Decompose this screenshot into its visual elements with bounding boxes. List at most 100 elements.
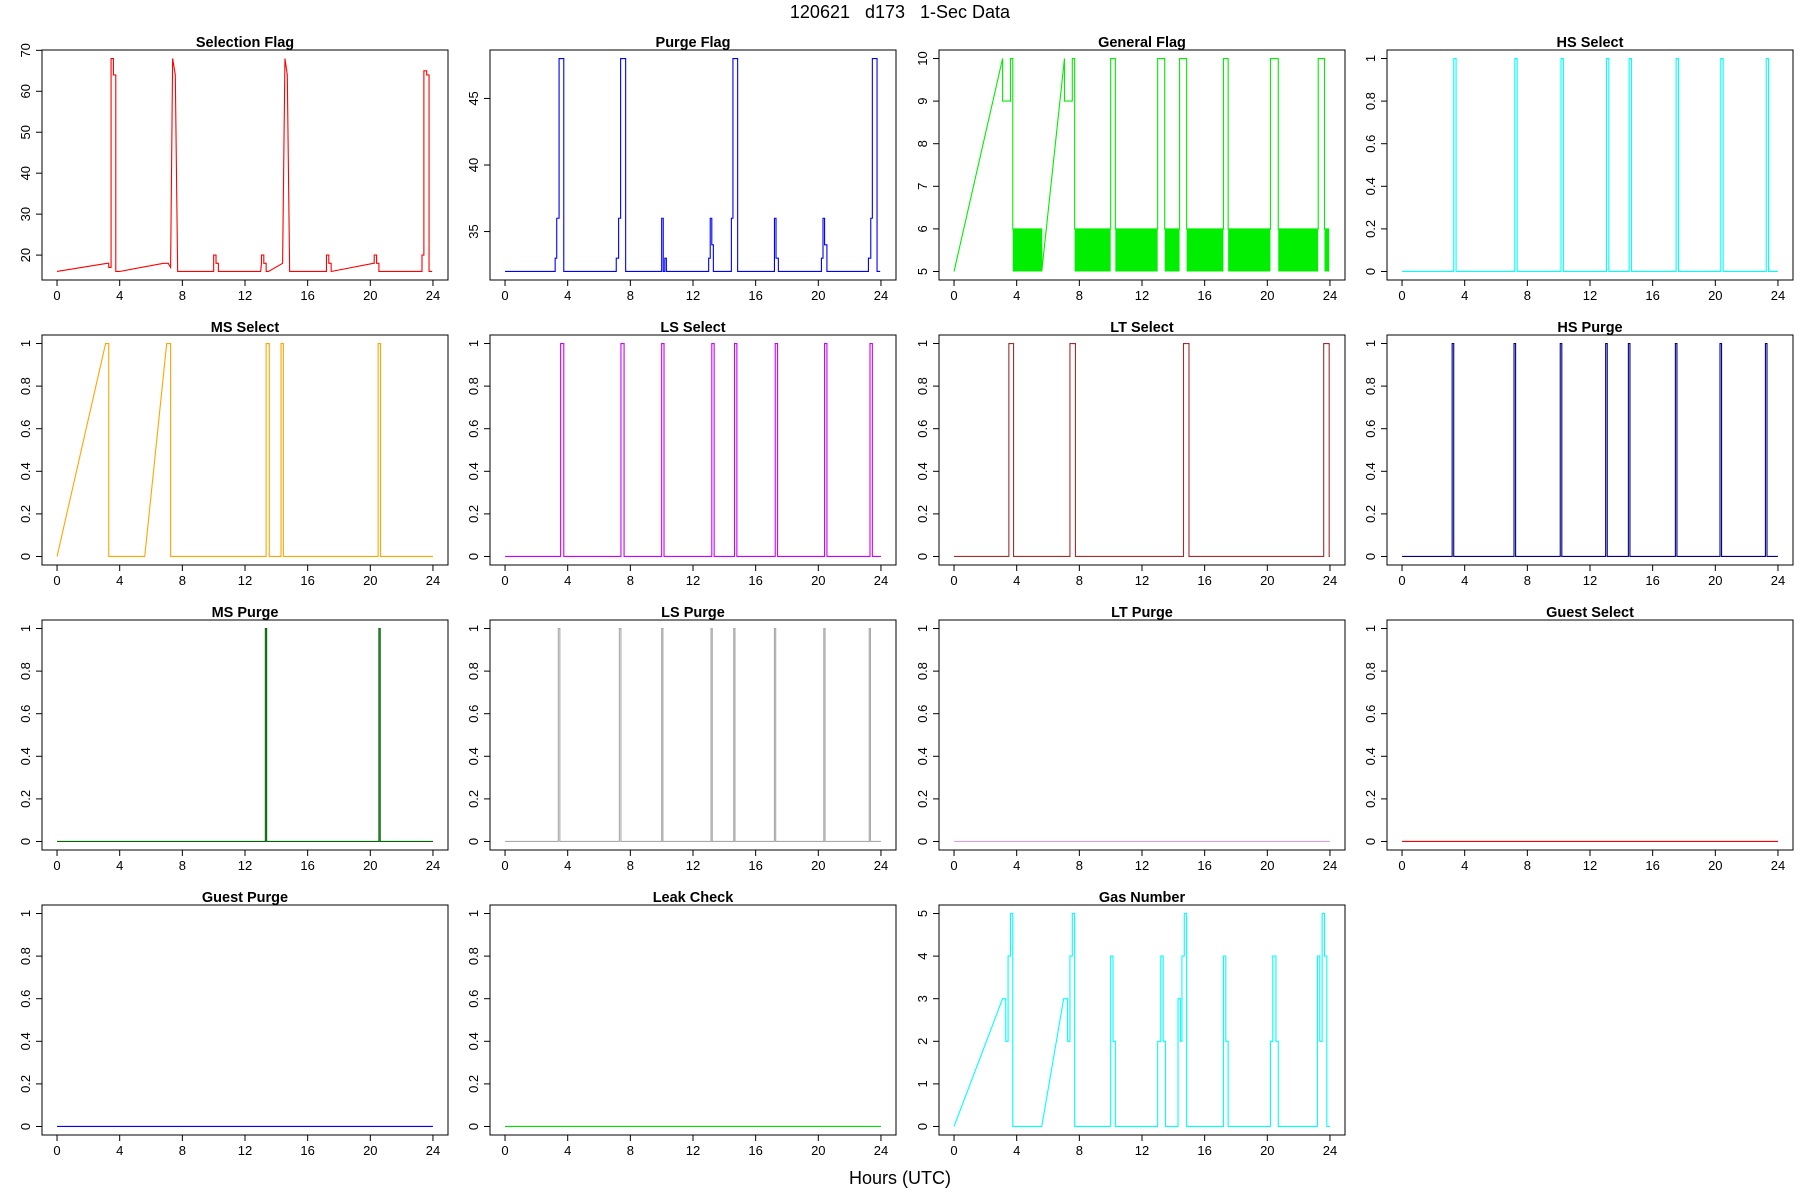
plot-frame xyxy=(1386,619,1794,851)
x-tick-label: 8 xyxy=(1076,288,1083,303)
y-tick-label: 0.8 xyxy=(1363,377,1378,395)
x-tick-label: 0 xyxy=(950,858,957,873)
panel-title: Purge Flag xyxy=(656,35,731,51)
x-tick-label: 0 xyxy=(53,573,60,588)
y-tick-label: 0.6 xyxy=(466,990,481,1008)
x-tick-label: 20 xyxy=(363,573,377,588)
x-tick-label: 24 xyxy=(1323,1143,1337,1158)
y-tick-label: 0.2 xyxy=(466,505,481,523)
series-band xyxy=(1074,228,1111,272)
x-tick-label: 4 xyxy=(564,858,571,873)
y-tick-label: 3 xyxy=(915,995,930,1002)
x-tick-label: 12 xyxy=(1135,858,1149,873)
y-tick-label: 0.4 xyxy=(18,1032,33,1050)
x-tick-label: 0 xyxy=(53,858,60,873)
panel-ls-purge: LS Purge 0 4 8 12 16 20 24 0 0.2 0.4 0.6 0.8 1 xyxy=(466,605,897,873)
y-tick-label: 0.4 xyxy=(18,462,33,480)
y-tick-label: 0 xyxy=(18,1123,33,1130)
panel-title: LT Select xyxy=(1110,320,1174,336)
x-tick-label: 24 xyxy=(874,858,888,873)
x-tick-label: 4 xyxy=(116,573,123,588)
x-tick-label: 16 xyxy=(1645,573,1659,588)
plot-frame xyxy=(938,904,1346,1136)
x-tick-label: 12 xyxy=(686,573,700,588)
panel-title: Guest Select xyxy=(1546,605,1634,621)
x-tick-label: 4 xyxy=(116,858,123,873)
y-tick-label: 0.8 xyxy=(915,377,930,395)
y-tick-label: 0.6 xyxy=(915,420,930,438)
series-line xyxy=(1402,57,1778,273)
x-tick-label: 8 xyxy=(627,573,634,588)
series-line xyxy=(954,342,1330,558)
x-tick-label: 16 xyxy=(300,1143,314,1158)
panel-title: LS Purge xyxy=(661,605,725,621)
y-tick-label: 4 xyxy=(915,952,930,959)
x-tick-label: 20 xyxy=(1708,573,1722,588)
y-tick-label: 0.4 xyxy=(466,462,481,480)
figure-title: 120621 d173 1-Sec Data xyxy=(789,2,1011,22)
panel-title: Leak Check xyxy=(653,890,735,906)
panel-title: HS Select xyxy=(1557,35,1624,51)
x-tick-label: 24 xyxy=(1771,858,1785,873)
x-tick-label: 0 xyxy=(501,858,508,873)
y-tick-label: 5 xyxy=(915,268,930,275)
panel-guest-select: Guest Select 0 4 8 12 16 20 24 0 0.2 0.4 0.6 0.8 1 xyxy=(1363,605,1794,873)
panel-hs-purge: HS Purge 0 4 8 12 16 20 24 0 0.2 0.4 0.6 0.8 1 xyxy=(1363,320,1794,588)
x-tick-label: 12 xyxy=(238,858,252,873)
y-tick-label: 0.8 xyxy=(18,947,33,965)
x-tick-label: 4 xyxy=(116,288,123,303)
x-tick-label: 12 xyxy=(238,573,252,588)
x-tick-label: 4 xyxy=(1013,288,1020,303)
y-tick-label: 40 xyxy=(18,166,33,180)
panel-title: MS Select xyxy=(211,320,280,336)
x-tick-label: 8 xyxy=(627,288,634,303)
x-tick-label: 12 xyxy=(1135,1143,1149,1158)
y-tick-label: 0.6 xyxy=(18,705,33,723)
panel-general-flag: General Flag 0 4 8 12 16 20 24 5 6 7 8 9 10 xyxy=(915,35,1346,303)
x-tick-label: 16 xyxy=(300,288,314,303)
x-tick-label: 24 xyxy=(426,858,440,873)
y-tick-label: 9 xyxy=(915,97,930,104)
x-tick-label: 20 xyxy=(811,1143,825,1158)
series-band xyxy=(1228,228,1271,272)
series-line xyxy=(953,912,1330,1128)
panel-title: HS Purge xyxy=(1557,320,1622,336)
plot-frame xyxy=(41,904,449,1136)
x-tick-label: 24 xyxy=(1323,288,1337,303)
y-tick-label: 0 xyxy=(1363,553,1378,560)
y-tick-label: 1 xyxy=(466,910,481,917)
plot-frame xyxy=(489,619,897,851)
x-tick-label: 24 xyxy=(874,288,888,303)
x-tick-label: 24 xyxy=(426,288,440,303)
x-tick-label: 16 xyxy=(1645,858,1659,873)
y-tick-label: 0.8 xyxy=(466,377,481,395)
x-tick-label: 12 xyxy=(1583,573,1597,588)
x-tick-label: 8 xyxy=(1524,573,1531,588)
y-tick-label: 0.6 xyxy=(466,705,481,723)
y-tick-label: 45 xyxy=(466,91,481,105)
x-tick-label: 12 xyxy=(238,288,252,303)
series-band xyxy=(1186,228,1224,272)
panel-hs-select: HS Select 0 4 8 12 16 20 24 0 0.2 0.4 0.6 0.8 1 xyxy=(1363,35,1794,303)
x-tick-label: 24 xyxy=(426,1143,440,1158)
y-tick-label: 1 xyxy=(18,340,33,347)
plot-frame xyxy=(1386,334,1794,566)
x-tick-label: 20 xyxy=(1708,858,1722,873)
x-tick-label: 8 xyxy=(179,573,186,588)
y-tick-label: 70 xyxy=(18,43,33,57)
x-tick-label: 8 xyxy=(179,858,186,873)
y-tick-label: 0.2 xyxy=(915,505,930,523)
x-tick-label: 4 xyxy=(1461,288,1468,303)
y-tick-label: 40 xyxy=(466,158,481,172)
x-tick-label: 12 xyxy=(686,858,700,873)
plot-frame xyxy=(41,334,449,566)
y-tick-label: 1 xyxy=(915,340,930,347)
x-tick-label: 12 xyxy=(1583,858,1597,873)
y-tick-label: 0 xyxy=(915,1123,930,1130)
x-tick-label: 12 xyxy=(686,288,700,303)
x-tick-label: 8 xyxy=(627,1143,634,1158)
x-tick-label: 24 xyxy=(1771,288,1785,303)
y-tick-label: 50 xyxy=(18,125,33,139)
y-tick-label: 0.2 xyxy=(18,505,33,523)
